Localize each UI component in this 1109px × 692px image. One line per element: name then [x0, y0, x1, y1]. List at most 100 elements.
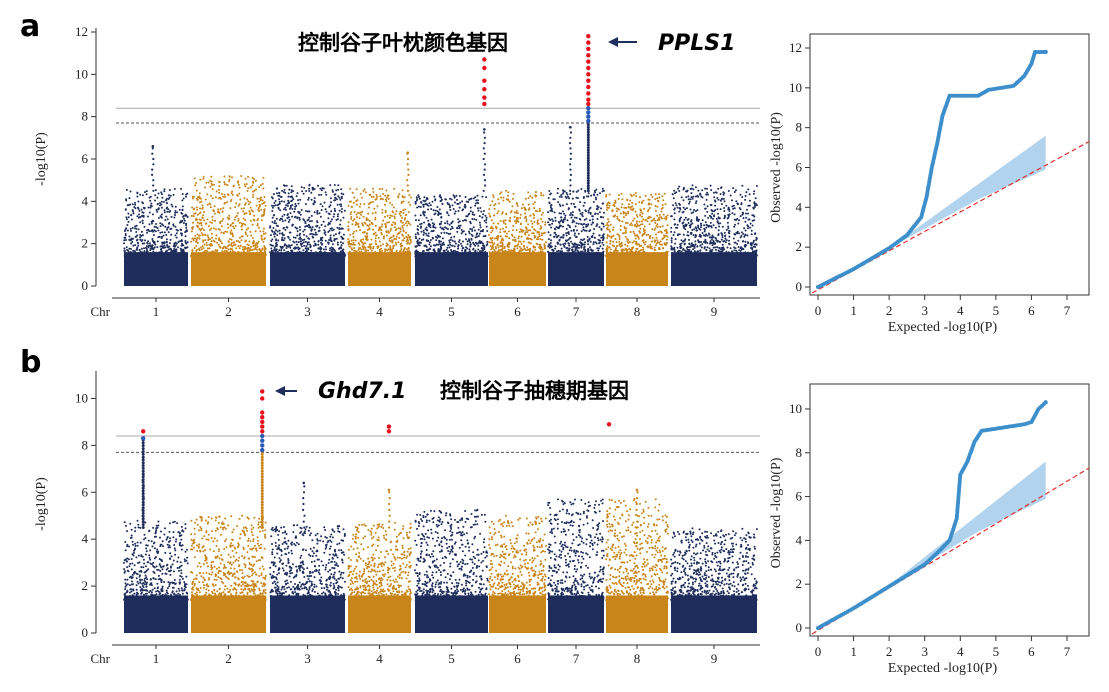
snp-point — [554, 219, 557, 222]
snp-point — [631, 224, 634, 227]
snp-point — [424, 228, 427, 231]
snp-point — [618, 235, 621, 238]
snp-point — [480, 210, 483, 213]
snp-point — [228, 214, 231, 217]
snp-point — [299, 213, 302, 216]
snp-point — [252, 239, 255, 242]
snp-point — [454, 242, 457, 245]
snp-point — [541, 220, 544, 223]
snp-point — [264, 204, 267, 207]
snp-point — [641, 202, 643, 204]
snp-point — [374, 251, 377, 254]
snp-point — [518, 252, 521, 255]
snp-point — [314, 231, 317, 234]
snp-point — [556, 242, 559, 245]
snp-point — [261, 182, 264, 185]
snp-point — [302, 230, 305, 233]
snp-point — [553, 235, 556, 238]
snp-point — [483, 210, 485, 212]
snp-point — [670, 241, 673, 244]
snp-point — [161, 251, 164, 254]
snp-point — [514, 245, 517, 248]
snp-point — [128, 235, 131, 238]
snp-point — [534, 194, 537, 197]
snp-point — [635, 240, 638, 243]
snp-point — [169, 194, 172, 197]
snp-point — [417, 228, 420, 231]
snp-point — [362, 215, 365, 218]
snp-point — [573, 242, 576, 245]
snp-point — [574, 246, 577, 249]
snp-point — [392, 255, 395, 258]
snp-point — [470, 233, 473, 236]
snp-point — [406, 224, 409, 227]
snp-point — [558, 203, 561, 206]
snp-point — [143, 207, 146, 210]
snp-point — [374, 216, 377, 219]
snp-point — [321, 239, 324, 242]
snp-point — [529, 214, 532, 217]
snp-point — [686, 248, 689, 251]
snp-point — [459, 201, 462, 204]
snp-point — [217, 197, 220, 200]
snp-point — [251, 237, 254, 239]
snp-point — [549, 193, 552, 196]
snp-point — [600, 215, 603, 218]
snp-point — [250, 234, 253, 237]
snp-point — [447, 214, 450, 217]
snp-point — [391, 239, 394, 242]
snp-point — [172, 193, 175, 196]
snp-point — [370, 221, 373, 224]
snp-point — [373, 207, 376, 210]
snp-point — [619, 252, 622, 255]
snp-point — [273, 233, 275, 236]
snp-point — [661, 225, 664, 228]
snp-point — [285, 184, 288, 187]
snp-point — [125, 198, 128, 201]
snp-point — [621, 220, 624, 223]
snp-point — [553, 198, 556, 201]
snp-point — [415, 237, 418, 240]
snp-point — [170, 233, 173, 236]
snp-point — [285, 251, 288, 254]
snp-point — [476, 194, 479, 197]
snp-point — [612, 226, 615, 229]
snp-point — [362, 242, 365, 245]
snp-point — [211, 197, 214, 200]
snp-point — [287, 220, 290, 223]
snp-point — [568, 244, 571, 247]
snp-point — [229, 224, 232, 227]
snp-point — [358, 243, 361, 246]
snp-point — [618, 194, 620, 197]
panel-label-b: b — [20, 345, 41, 380]
snp-point — [276, 230, 279, 233]
snp-point — [247, 187, 250, 190]
snp-point — [173, 255, 176, 258]
snp-point — [548, 223, 551, 226]
snp-point — [308, 210, 311, 213]
snp-point — [710, 238, 713, 241]
snp-point — [593, 228, 596, 230]
snp-point — [387, 194, 390, 197]
snp-point — [249, 219, 252, 222]
snp-point — [296, 192, 299, 195]
snp-point — [253, 178, 255, 181]
snp-point — [285, 244, 288, 247]
snp-point — [567, 224, 570, 227]
snp-point — [644, 219, 647, 221]
snp-point — [376, 205, 379, 208]
snp-point — [170, 215, 173, 218]
snp-point — [486, 243, 489, 246]
snp-point — [285, 204, 288, 207]
snp-point — [435, 253, 438, 256]
snp-point — [431, 230, 434, 233]
snp-point — [625, 212, 628, 215]
snp-point — [126, 248, 129, 251]
snp-point — [401, 233, 404, 236]
snp-point — [518, 245, 521, 248]
snp-point — [334, 193, 337, 196]
snp-point — [271, 204, 273, 207]
snp-point — [218, 185, 221, 188]
snp-point — [127, 216, 130, 219]
